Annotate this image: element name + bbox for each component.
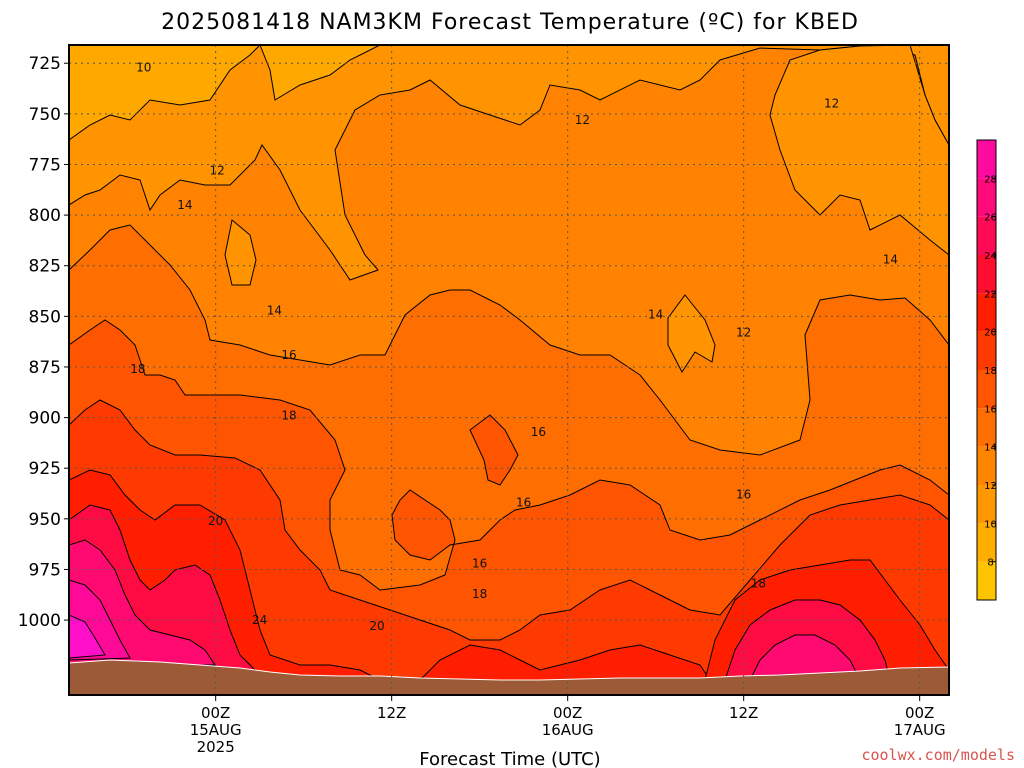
colorbar-swatch xyxy=(977,485,996,524)
contour-label: 18 xyxy=(751,577,766,591)
cold-pocket-1 xyxy=(224,219,257,286)
cold-pocket-2 xyxy=(667,294,716,373)
plot-area: 10 12 14 14 16 18 18 20 24 20 12 16 16 16 18 14 12 16 18 12… xyxy=(69,45,949,695)
contour-label: 16 xyxy=(516,496,531,510)
colorbar-swatch xyxy=(977,446,996,485)
contour-label: 24 xyxy=(252,613,267,627)
terrain xyxy=(69,659,949,695)
credit-text: coolwx.com/models xyxy=(861,746,1015,764)
contour-label: 14 xyxy=(648,307,663,321)
y-tick-label: 800 xyxy=(29,206,61,226)
colorbar-tick-label: 10 xyxy=(984,519,997,530)
warm-pocket-16 xyxy=(469,414,519,486)
colorbar-tick-label: 12 xyxy=(984,481,997,492)
contour-label: 14 xyxy=(883,253,898,267)
y-tick-label: 1000 xyxy=(18,611,61,631)
y-tick-label: 925 xyxy=(29,459,61,479)
contour-label: 16 xyxy=(472,556,487,570)
colorbar-tick-label: 24 xyxy=(984,251,997,262)
y-tick-label: 875 xyxy=(29,358,61,378)
y-tick-label: 975 xyxy=(29,560,61,580)
contour-label: 12 xyxy=(824,97,839,111)
x-axis-label: Forecast Time (UTC) xyxy=(419,749,600,768)
contour-label: 18 xyxy=(130,362,145,376)
colorbar-swatch xyxy=(977,561,996,600)
contour-label: 12 xyxy=(736,326,751,340)
colorbar-swatch xyxy=(977,255,996,294)
colorbar-tick-label: 26 xyxy=(984,213,997,224)
colorbar-tick-label: 8 xyxy=(987,558,993,569)
plot-frame xyxy=(68,44,950,696)
contour-label: 16 xyxy=(531,425,546,439)
contour-labels: 10 12 14 14 16 18 18 20 24 20 12 16 16 16 18 14 12 16 18 12… xyxy=(130,60,898,633)
contour-label: 18 xyxy=(472,587,487,601)
y-tick-label: 750 xyxy=(29,105,61,125)
x-tick-label: 2025 xyxy=(197,738,235,756)
contour-label: 20 xyxy=(208,514,223,528)
y-tick-label: 850 xyxy=(29,307,61,327)
contour-label: 12 xyxy=(209,164,224,178)
colorbar-tick-label: 16 xyxy=(984,404,997,415)
temp-band-10 xyxy=(69,45,381,141)
colorbar: 8 10 12 14 16 18 20 22 24 26 28 xyxy=(976,139,997,601)
contour-label: 12 xyxy=(575,113,590,127)
colorbar-swatch xyxy=(977,408,996,447)
x-tick-label: 16AUG xyxy=(542,721,594,739)
contour-label: 18 xyxy=(281,409,296,423)
x-tick-label: 17AUG xyxy=(894,721,946,739)
colorbar-swatch xyxy=(977,216,996,255)
colorbar-tick-label: 18 xyxy=(984,366,997,377)
y-tick-label: 900 xyxy=(29,409,61,429)
contour-label: 16 xyxy=(736,488,751,502)
x-tick-label: 00Z xyxy=(905,704,934,722)
contour-label: 10 xyxy=(136,60,151,74)
x-tick-label: 12Z xyxy=(377,704,406,722)
x-tick-label: 12Z xyxy=(729,704,758,722)
contour-label: 14 xyxy=(267,303,282,317)
y-tick-label: 775 xyxy=(29,155,61,175)
y-axis-ticks: 725 750 775 800 825 850 875 900 925 950 975 1000 xyxy=(18,54,69,631)
colorbar-tick-label: 20 xyxy=(984,328,997,339)
colorbar-swatch xyxy=(977,370,996,409)
contour-label: 20 xyxy=(369,619,384,633)
colorbar-swatch xyxy=(977,523,996,562)
y-tick-label: 825 xyxy=(29,257,61,277)
colorbar-swatch xyxy=(977,293,996,332)
colorbar-tick-label: 22 xyxy=(984,289,997,300)
x-tick-label: 00Z xyxy=(201,704,230,722)
y-tick-label: 950 xyxy=(29,510,61,530)
colorbar-swatch xyxy=(977,331,996,370)
colorbar-tick-label: 28 xyxy=(984,174,997,185)
contour-label: 16 xyxy=(281,348,296,362)
colorbar-tick-label: 14 xyxy=(984,443,997,454)
contour-label: 14 xyxy=(177,198,192,212)
temp-band-28 xyxy=(69,614,106,659)
x-tick-label: 00Z xyxy=(553,704,582,722)
gridlines xyxy=(69,45,949,695)
colorbar-swatch xyxy=(977,178,996,217)
temp-band-20-mid xyxy=(418,644,711,681)
x-tick-label: 15AUG xyxy=(190,721,242,739)
y-tick-label: 725 xyxy=(29,54,61,74)
colorbar-swatch xyxy=(977,140,996,179)
chart-title: 2025081418 NAM3KM Forecast Temperature (… xyxy=(161,10,859,35)
